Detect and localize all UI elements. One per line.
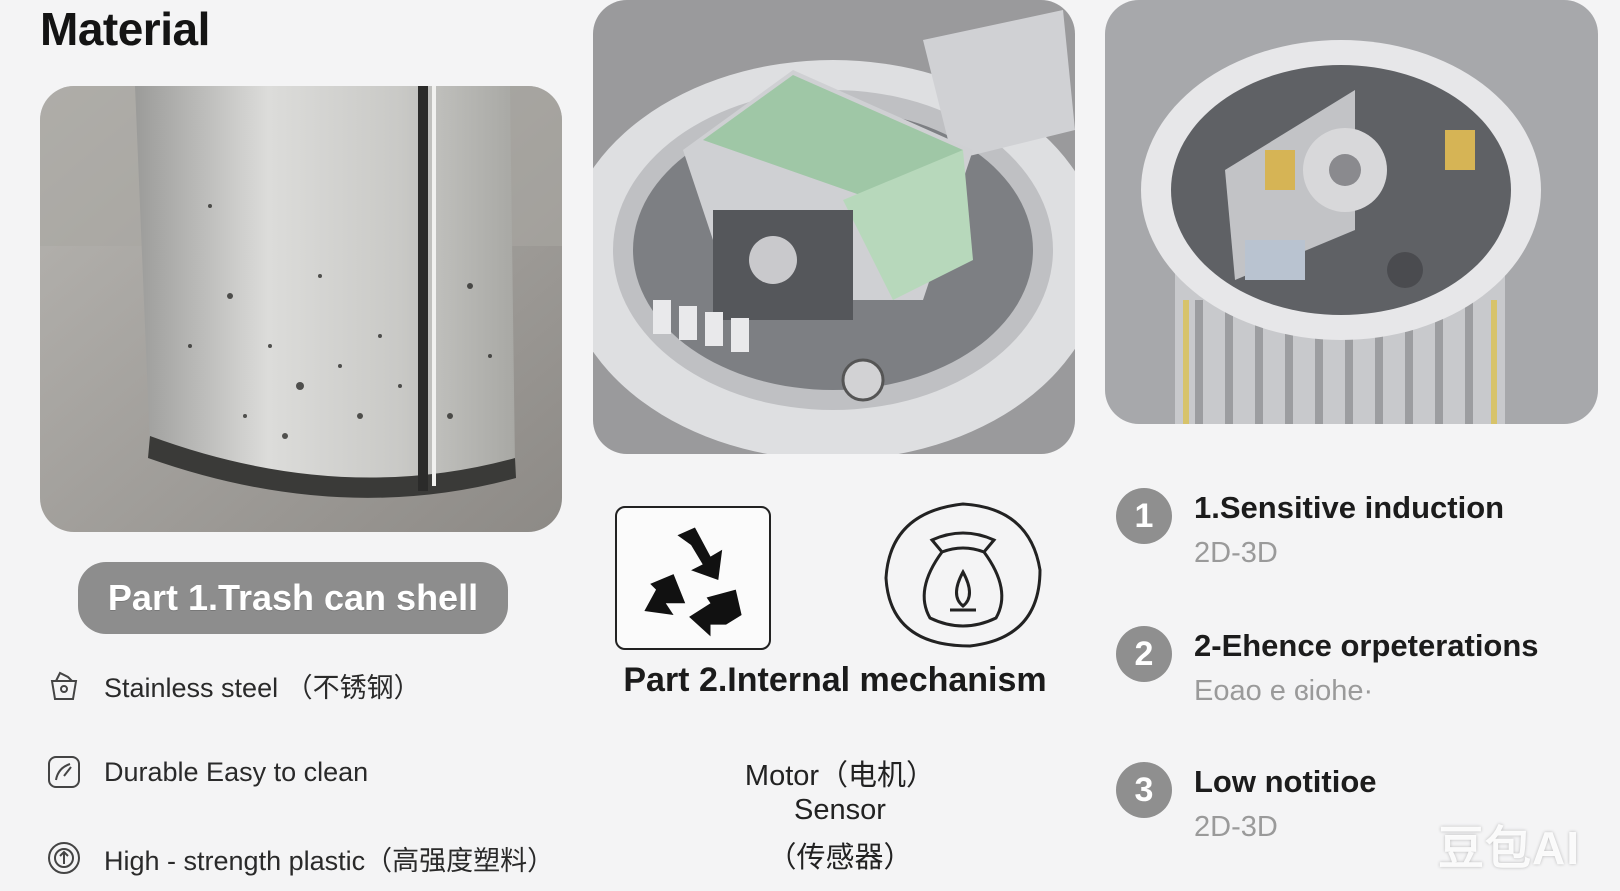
trash-bag-icon bbox=[880, 500, 1046, 650]
step-text: 2-Ehence orpeterations Eoao e ɞiohe· bbox=[1194, 626, 1539, 708]
step-text: Low notitioe 2D-3D bbox=[1194, 762, 1377, 844]
part2-label: Part 2.Internal mechanism bbox=[623, 661, 1047, 699]
feature-label: High - strength plastic（高强度塑料） bbox=[104, 845, 555, 876]
step-number-badge: 2 bbox=[1116, 626, 1172, 682]
step-subtitle: 2D-3D bbox=[1194, 811, 1278, 843]
step-item: 3 Low notitioe 2D-3D bbox=[1116, 762, 1377, 844]
motor-sensor-photo bbox=[1105, 0, 1598, 424]
step-title: 2-Ehence orpeterations bbox=[1194, 628, 1539, 663]
part2-line-sensor-cn: （传感器） bbox=[767, 842, 913, 874]
watermark: 豆包AI bbox=[1438, 822, 1580, 874]
step-text: 1.Sensitive induction 2D-3D bbox=[1194, 488, 1504, 570]
feature-label: Stainless steel （不锈钢） bbox=[104, 672, 421, 703]
stainless-steel-icon bbox=[50, 671, 78, 700]
step-subtitle: Eoao e ɞiohe· bbox=[1194, 675, 1374, 707]
part1-label: Part 1.Trash can shell bbox=[78, 562, 508, 634]
durable-gauge-icon bbox=[48, 756, 80, 788]
feature-stainless-steel: Stainless steel （不锈钢） bbox=[44, 665, 421, 705]
step-title: Low notitioe bbox=[1194, 764, 1377, 799]
step-item: 1 1.Sensitive induction 2D-3D bbox=[1116, 488, 1504, 570]
step-title: 1.Sensitive induction bbox=[1194, 490, 1505, 525]
feature-durable: Durable Easy to clean bbox=[44, 752, 368, 792]
step-subtitle: 2D-3D bbox=[1194, 537, 1278, 569]
step-number-badge: 3 bbox=[1116, 762, 1172, 818]
step-item: 2 2-Ehence orpeterations Eoao e ɞiohe· bbox=[1116, 626, 1539, 708]
internal-mechanism-photo bbox=[593, 0, 1075, 454]
part2-line-sensor: Sensor bbox=[794, 794, 886, 826]
step-number-badge: 1 bbox=[1116, 488, 1172, 544]
feature-label: Durable Easy to clean bbox=[104, 756, 369, 787]
trash-can-shell-photo bbox=[40, 86, 562, 532]
recycle-icon bbox=[615, 506, 771, 650]
feature-plastic: High - strength plastic（高强度塑料） bbox=[44, 838, 554, 878]
page-title: Material bbox=[40, 3, 210, 55]
part2-line-motor: Motor（电机） bbox=[744, 760, 936, 792]
plastic-pellet-icon bbox=[48, 842, 80, 874]
